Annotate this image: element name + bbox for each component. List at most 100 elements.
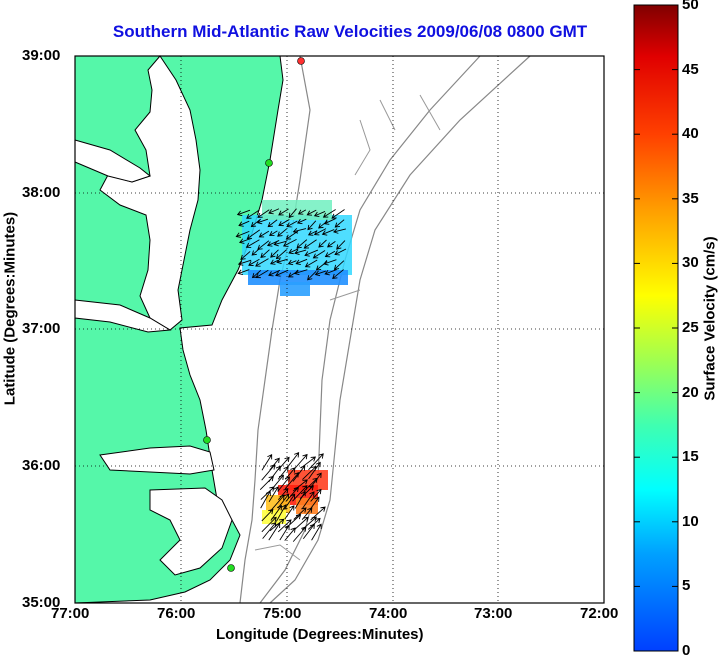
y-tick-label: 39:00 xyxy=(22,47,61,64)
colorbar-tick-label: 30 xyxy=(682,254,699,272)
x-tick-label: 73:00 xyxy=(474,605,513,622)
colorbar-tick-label: 45 xyxy=(682,60,699,78)
colorbar-ticks xyxy=(634,4,678,652)
x-tick-label: 76:00 xyxy=(157,605,196,622)
velocity-arrow xyxy=(306,209,317,216)
colorbar-tick-label: 0 xyxy=(682,642,691,659)
map-axes xyxy=(74,55,605,604)
velocity-arrow xyxy=(336,240,346,250)
velocity-arrow xyxy=(288,248,299,255)
velocity-arrow xyxy=(278,488,289,501)
velocity-arrow xyxy=(331,209,345,219)
colorbar-label: Surface Velocity (cm/s) xyxy=(701,236,719,401)
velocity-arrow xyxy=(294,490,306,509)
velocity-arrow xyxy=(277,466,289,480)
velocity-arrow xyxy=(303,239,317,249)
velocity-arrow xyxy=(286,452,300,469)
bathymetry-contour-shallow xyxy=(239,55,311,604)
velocity-arrow xyxy=(261,516,277,533)
velocity-arrow xyxy=(251,248,260,256)
velocity-arrow xyxy=(309,496,320,510)
velocity-arrow xyxy=(327,241,336,248)
velocity-arrow xyxy=(312,250,326,259)
velocity-arrow xyxy=(286,220,298,228)
axes-frame xyxy=(74,55,605,604)
velocity-arrow xyxy=(257,209,270,218)
velocity-arrow xyxy=(268,522,281,541)
grid xyxy=(75,56,604,603)
y-tick-label: 37:00 xyxy=(22,320,61,337)
velocity-arrow xyxy=(311,523,322,541)
velocity-arrow xyxy=(255,258,269,267)
velocity-arrow xyxy=(309,472,322,489)
potomac-river xyxy=(74,139,152,183)
colorbar-tick-label: 20 xyxy=(682,383,699,401)
velocity-arrow xyxy=(284,505,295,520)
velocity-arrow xyxy=(292,465,306,482)
velocity-arrow xyxy=(294,269,308,276)
velocity-arrow xyxy=(257,240,270,250)
velocity-arrow xyxy=(267,219,278,228)
velocity-arrow xyxy=(285,486,299,502)
velocity-arrow xyxy=(268,269,281,277)
y-axis-label: Latitude (Degrees:Minutes) xyxy=(1,211,19,406)
velocity-arrow xyxy=(287,259,297,266)
velocity-arrow xyxy=(277,519,292,533)
colorbar-tick-label: 5 xyxy=(682,577,691,595)
velocity-arrow xyxy=(278,208,289,216)
velocity-arrow xyxy=(322,209,336,218)
velocity-arrow xyxy=(304,249,319,257)
velocity-arrow xyxy=(258,230,270,238)
velocity-arrow xyxy=(250,219,261,228)
velocity-arrow xyxy=(246,209,260,219)
velocity-arrow xyxy=(282,239,297,247)
velocity-arrow xyxy=(261,453,273,471)
pamlico-sound xyxy=(149,487,233,576)
velocity-arrow xyxy=(275,249,287,260)
site-marker xyxy=(227,564,235,572)
velocity-arrow xyxy=(275,269,289,277)
velocity-arrow xyxy=(248,258,260,266)
site-marker xyxy=(297,57,305,65)
velocity-arrow xyxy=(292,228,307,234)
x-tick-label: 74:00 xyxy=(369,605,408,622)
velocity-arrow xyxy=(276,258,288,265)
velocity-arrow xyxy=(294,453,308,469)
velocity-arrow xyxy=(333,260,345,271)
site-marker xyxy=(265,159,273,167)
velocity-arrow xyxy=(235,230,250,238)
colorbar-tick-label: 15 xyxy=(682,448,699,466)
velocity-arrow xyxy=(277,228,287,237)
velocity-arrow xyxy=(261,508,274,522)
bathymetry-contour-deep xyxy=(269,55,531,604)
velocity-arrow xyxy=(237,259,252,266)
velocity-arrow xyxy=(238,238,251,244)
velocity-arrow xyxy=(268,486,279,503)
velocity-arrow xyxy=(324,250,336,258)
velocity-arrow xyxy=(294,516,309,530)
y-tick-label: 38:00 xyxy=(22,184,61,201)
velocity-arrow xyxy=(321,229,335,236)
x-axis-label: Longitude (Degrees:Minutes) xyxy=(216,626,424,643)
velocity-arrow xyxy=(236,209,251,217)
velocity-arrow xyxy=(324,269,337,276)
velocity-arrow xyxy=(302,523,315,539)
velocity-arrow xyxy=(333,228,346,234)
x-tick-label: 75:00 xyxy=(263,605,302,622)
colorbar-tick-label: 35 xyxy=(682,189,699,207)
james-river xyxy=(74,299,172,333)
albemarle-sound xyxy=(99,445,215,475)
bathymetry-contour-mid xyxy=(259,55,481,604)
velocity-arrow xyxy=(278,219,290,227)
colorbar-tick-label: 25 xyxy=(682,319,699,336)
velocity-arrow xyxy=(307,270,317,281)
velocity-arrow xyxy=(269,230,278,236)
x-tick-label: 72:00 xyxy=(580,605,619,622)
velocity-arrow xyxy=(237,269,250,275)
colorbar xyxy=(633,4,679,652)
velocity-arrow xyxy=(284,527,296,541)
velocity-arrow xyxy=(310,488,322,502)
velocity-arrow xyxy=(256,218,269,225)
chesapeake-bay xyxy=(99,55,201,331)
velocity-arrow xyxy=(323,218,336,225)
